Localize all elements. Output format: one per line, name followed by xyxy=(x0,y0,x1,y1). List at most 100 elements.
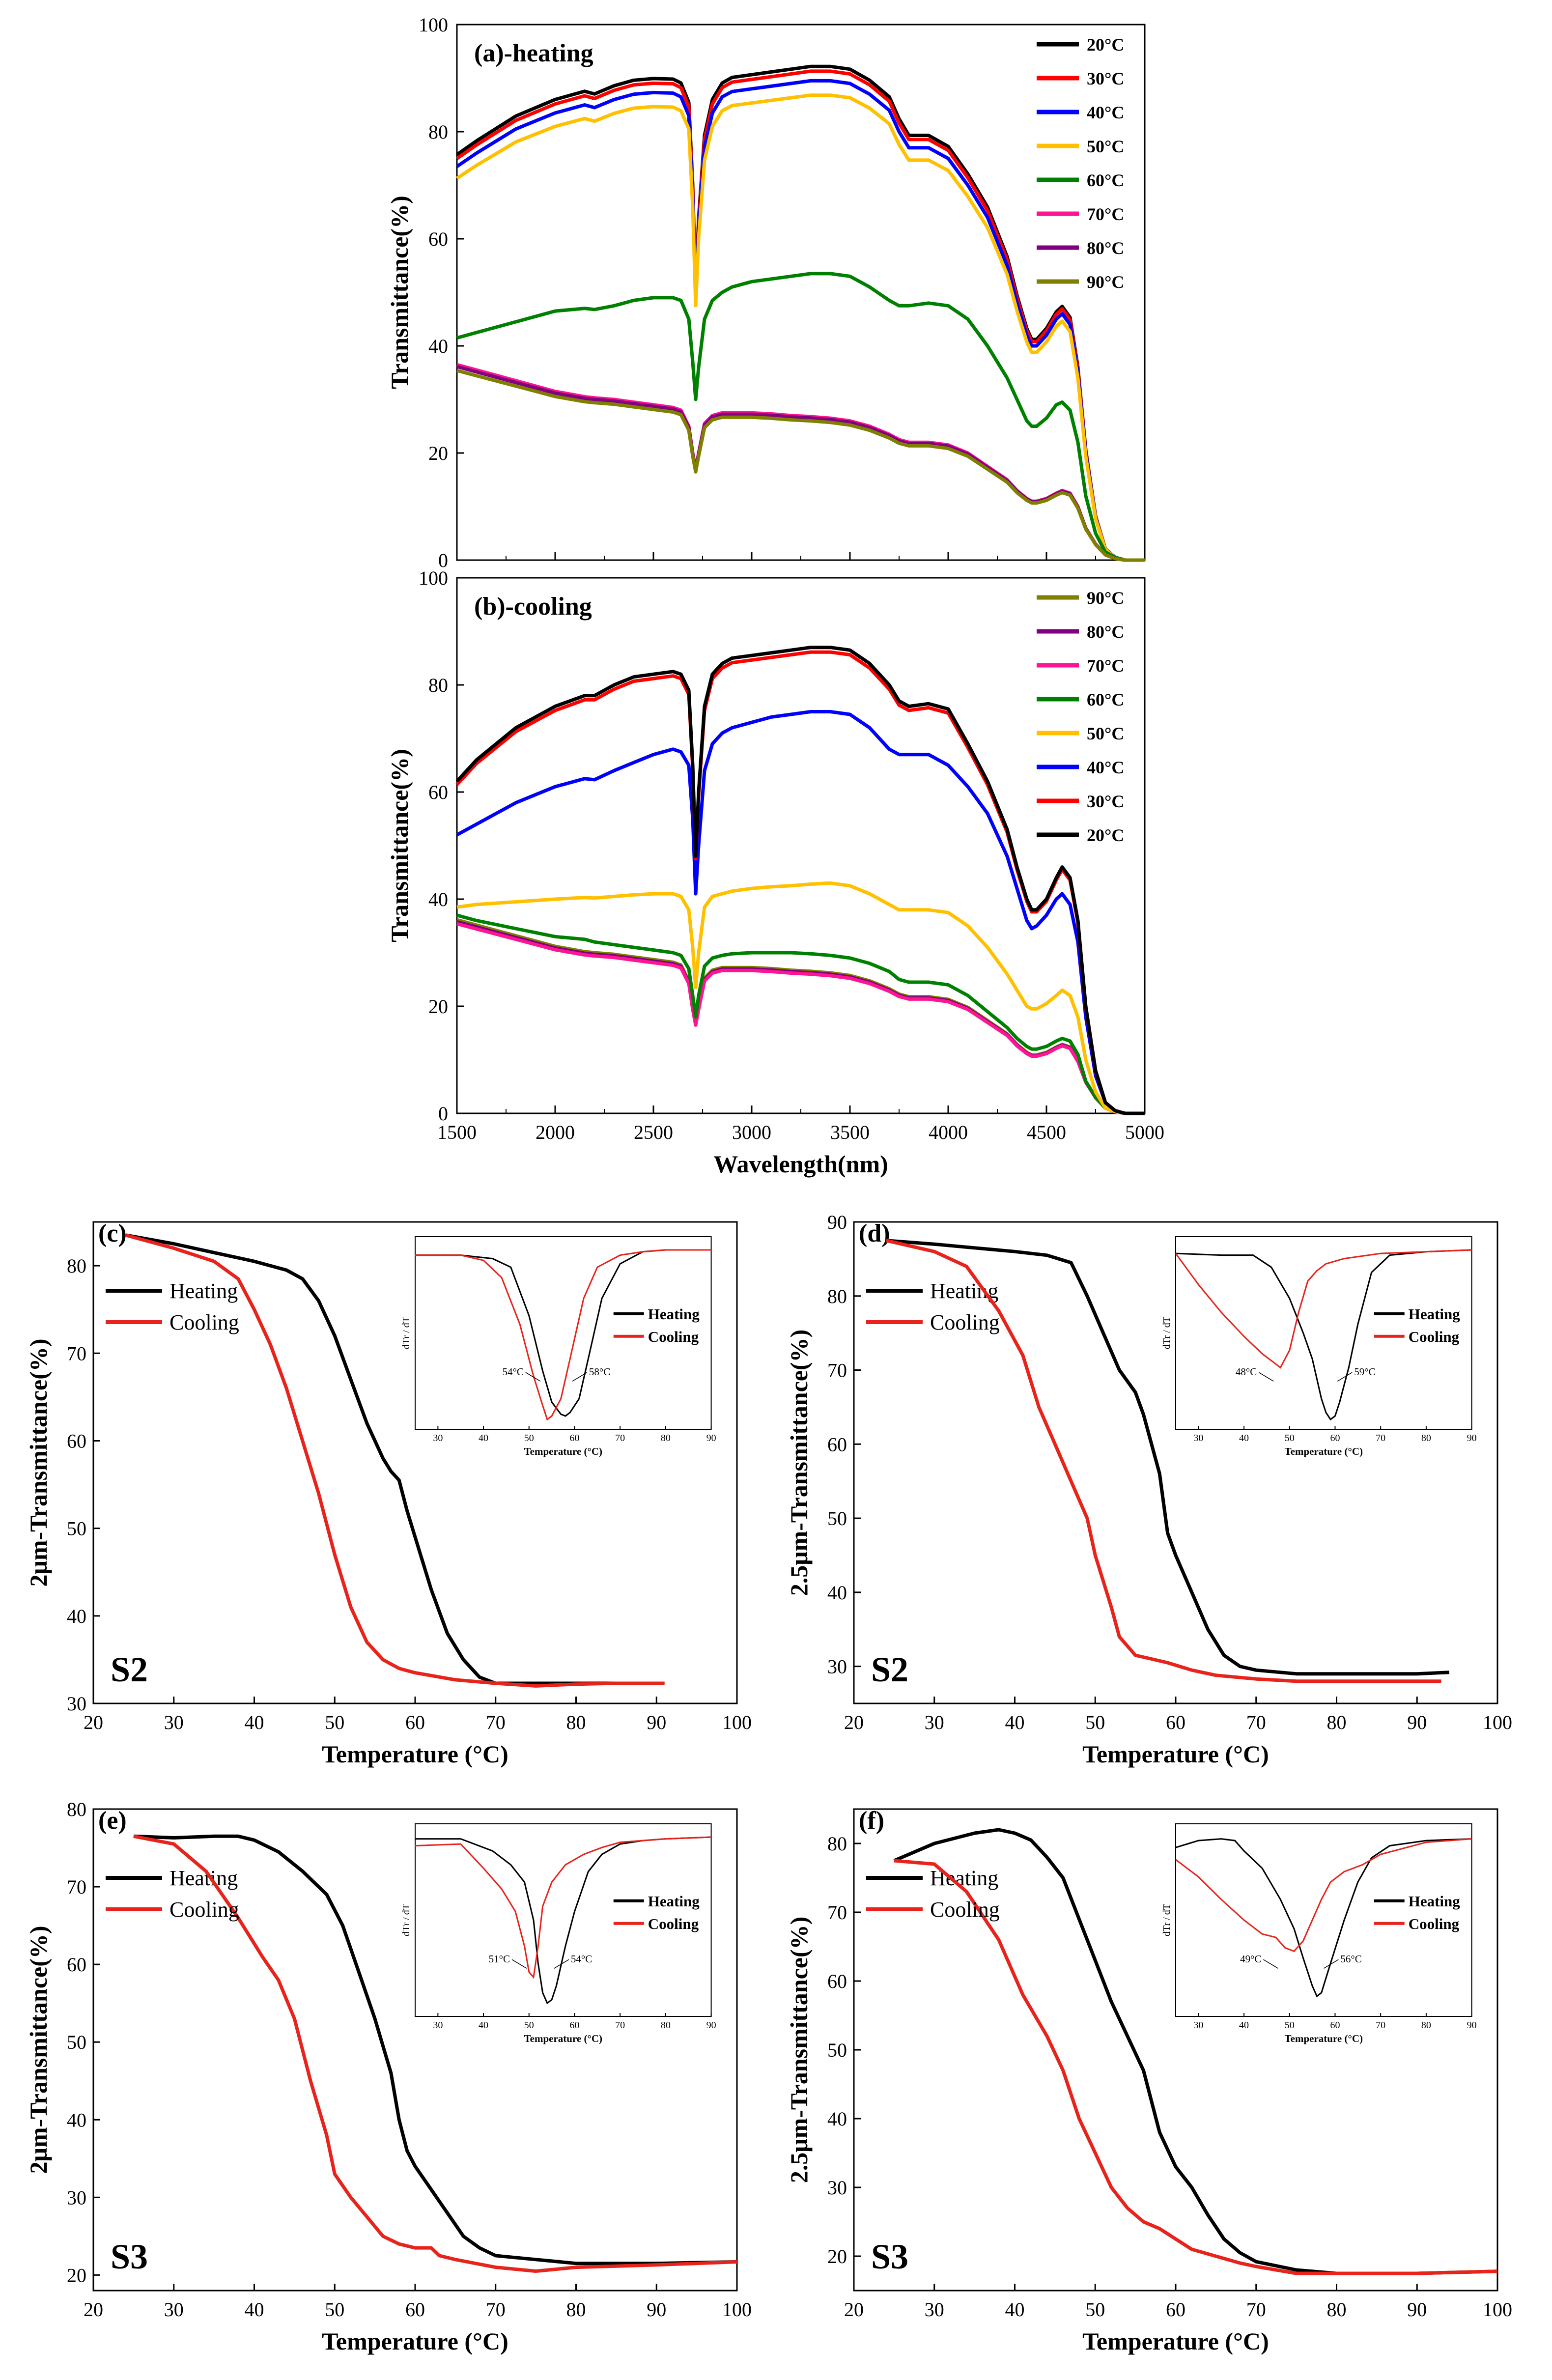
legend-label: 60°C xyxy=(1087,690,1124,709)
y-tick-label: 60 xyxy=(827,1433,847,1455)
y-tick-label: 20 xyxy=(827,2245,847,2267)
plot-frame xyxy=(456,24,1146,561)
y-axis-label: 2μm-Transmittance(%) xyxy=(25,1338,52,1587)
inset-x-tick-label: 30 xyxy=(1193,1433,1203,1444)
series-line xyxy=(456,93,1145,562)
x-tick-label: 80 xyxy=(566,1711,586,1733)
y-tick-label: 60 xyxy=(428,781,448,803)
legend-label: Cooling xyxy=(930,1310,1000,1334)
y-tick-label: 100 xyxy=(419,567,448,589)
annotation-arrow xyxy=(572,1372,588,1382)
inset-frame xyxy=(415,1236,712,1430)
series-line xyxy=(456,922,1145,1115)
annotation-arrow xyxy=(1258,1372,1274,1382)
inset-annotation: 58°C xyxy=(589,1366,610,1378)
x-tick-label: 90 xyxy=(647,1711,666,1733)
inset-legend-label: Heating xyxy=(1409,1305,1461,1323)
x-tick-label: 70 xyxy=(486,2298,506,2321)
inset-x-tick-label: 80 xyxy=(661,1433,671,1444)
inset-x-tick-label: 80 xyxy=(661,2020,671,2031)
inset-x-tick-label: 40 xyxy=(479,2020,488,2031)
x-tick-label: 80 xyxy=(1327,2298,1347,2321)
sample-label: S2 xyxy=(111,1650,148,1689)
inset-x-axis-label: Temperature (°C) xyxy=(1285,2033,1363,2044)
y-tick-label: 80 xyxy=(827,1833,847,1855)
sample-label: S2 xyxy=(871,1650,908,1689)
series-line xyxy=(885,1239,1441,1683)
series-line xyxy=(456,69,1145,562)
inset-series-line xyxy=(415,1836,711,2005)
y-tick-label: 30 xyxy=(827,1656,847,1678)
x-tick-label: 20 xyxy=(844,2298,864,2321)
inset-series-line xyxy=(415,1249,711,1417)
inset-x-axis-label: Temperature (°C) xyxy=(1285,1445,1363,1457)
series-line xyxy=(133,1834,737,2273)
legend-label: Cooling xyxy=(930,1898,1000,1922)
inset-annotation: 56°C xyxy=(1340,1953,1361,1965)
x-tick-label: 80 xyxy=(1327,1711,1347,1733)
inset-x-tick-label: 40 xyxy=(1239,1433,1249,1444)
y-tick-label: 60 xyxy=(67,1430,86,1452)
y-tick-label: 50 xyxy=(827,1507,847,1530)
y-tick-label: 80 xyxy=(67,1255,86,1277)
y-tick-label: 70 xyxy=(827,1901,847,1924)
x-tick-label: 30 xyxy=(164,2298,184,2321)
series-line xyxy=(456,710,1145,1115)
x-tick-label: 40 xyxy=(1005,2298,1025,2321)
legend-label: Cooling xyxy=(169,1310,239,1334)
y-tick-label: 60 xyxy=(67,1954,86,1976)
inset-series-line xyxy=(1175,1249,1472,1369)
inset-legend-label: Cooling xyxy=(648,1328,699,1345)
inset-x-tick-label: 50 xyxy=(524,1433,534,1444)
y-tick-label: 40 xyxy=(67,2109,86,2131)
x-tick-label: 70 xyxy=(1246,1711,1266,1733)
y-tick-label: 90 xyxy=(827,1211,847,1233)
y-tick-label: 30 xyxy=(827,2177,847,2199)
inset-x-tick-label: 60 xyxy=(569,2020,579,2031)
inset-y-axis-label: dTr / dT xyxy=(1161,1317,1172,1349)
inset-frame xyxy=(1175,1236,1472,1430)
x-axis-label: Temperature (°C) xyxy=(322,1740,508,1768)
legend-label: 90°C xyxy=(1087,272,1124,292)
inset-x-tick-label: 80 xyxy=(1421,2020,1431,2031)
x-tick-label: 4000 xyxy=(929,1121,968,1143)
x-tick-label: 2000 xyxy=(536,1121,575,1143)
x-tick-label: 60 xyxy=(405,2298,425,2321)
legend-label: Heating xyxy=(169,1279,238,1303)
inset-x-tick-label: 70 xyxy=(1376,1433,1385,1444)
x-tick-label: 50 xyxy=(1085,2298,1105,2321)
sample-label: S3 xyxy=(111,2237,148,2276)
legend-label: Heating xyxy=(930,1279,998,1303)
legend-label: 30°C xyxy=(1087,69,1124,88)
inset-series-line xyxy=(1175,1249,1472,1421)
y-axis-label: Transmittance(%) xyxy=(386,196,413,389)
legend-label: 40°C xyxy=(1087,758,1124,777)
x-tick-label: 5000 xyxy=(1125,1121,1164,1143)
inset-x-tick-label: 40 xyxy=(1239,2020,1249,2031)
inset-x-tick-label: 70 xyxy=(615,1433,625,1444)
inset-x-tick-label: 90 xyxy=(706,1433,716,1444)
y-tick-label: 20 xyxy=(428,442,448,464)
y-tick-label: 40 xyxy=(827,2108,847,2130)
sample-label: S3 xyxy=(871,2237,908,2276)
inset: 30 40 50 60 70 80 90 Temperature (°C) dTr / dT He… xyxy=(1161,1823,1477,2044)
legend-label: 20°C xyxy=(1087,35,1124,55)
inset-x-axis-label: Temperature (°C) xyxy=(524,2033,602,2044)
series-line xyxy=(455,646,1145,1115)
x-tick-label: 50 xyxy=(325,2298,344,2321)
y-axis-label: Transmittance(%) xyxy=(386,749,413,942)
inset-series-line xyxy=(1175,1838,1472,1953)
y-axis-label: 2.5μm-Transmittance(%) xyxy=(785,1917,813,2183)
annotation-arrow xyxy=(1324,1959,1339,1969)
x-tick-label: 30 xyxy=(925,2298,944,2321)
inset-x-tick-label: 70 xyxy=(615,2020,625,2031)
panel-title: (b)-cooling xyxy=(474,593,592,621)
x-tick-label: 30 xyxy=(164,1711,184,1733)
inset-x-tick-label: 50 xyxy=(524,2020,534,2031)
inset-y-axis-label: dTr / dT xyxy=(401,1317,412,1349)
panel-b: 0 20 40 60 80 100 1500 2000 2500 3000 3500 4000 4500… xyxy=(386,567,1164,1178)
x-tick-label: 100 xyxy=(1483,1711,1512,1733)
panel-label: (e) xyxy=(98,1807,127,1835)
legend-label: 90°C xyxy=(1087,588,1124,608)
y-tick-label: 50 xyxy=(827,2039,847,2061)
